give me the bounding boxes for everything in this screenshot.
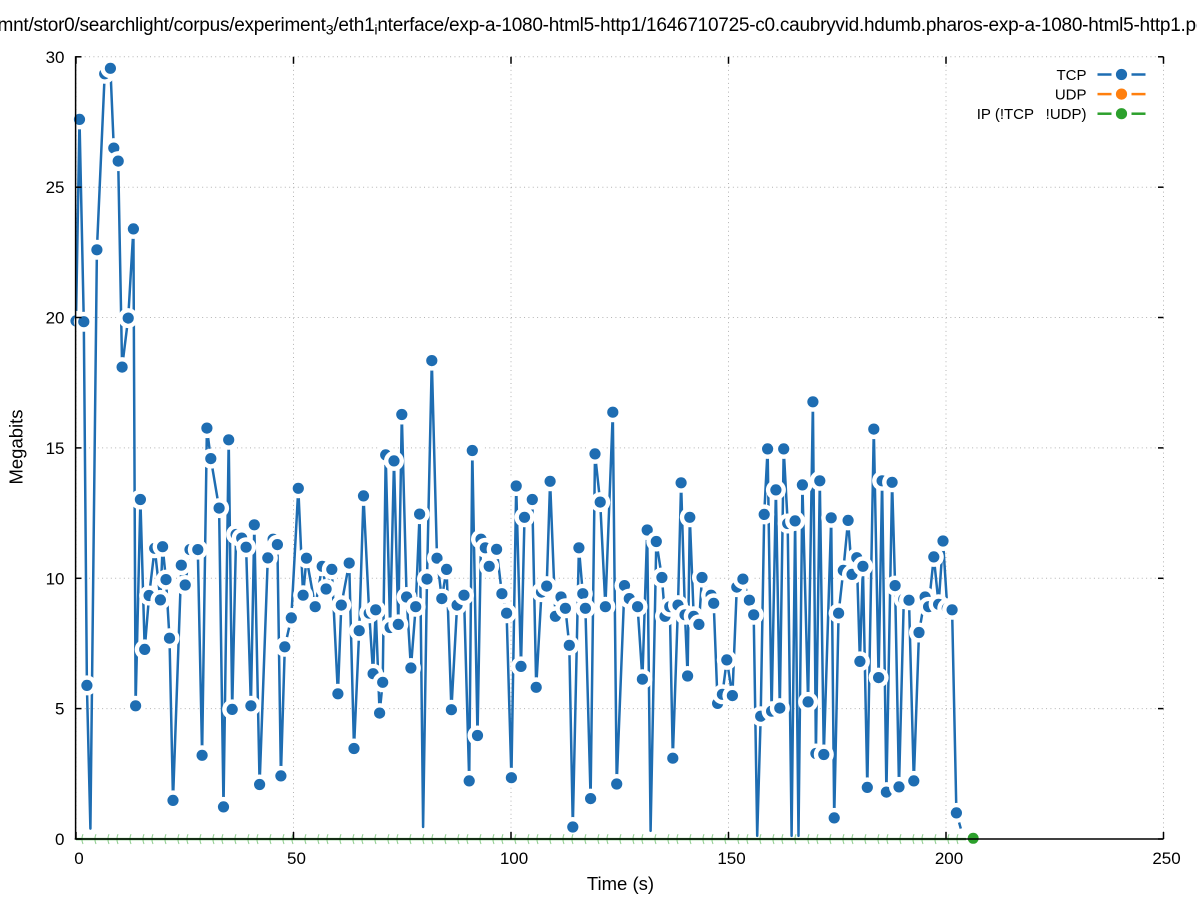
svg-text:0: 0 — [74, 849, 83, 868]
svg-text:20: 20 — [46, 309, 65, 328]
svg-text:150: 150 — [717, 849, 745, 868]
svg-text:Time (s): Time (s) — [587, 873, 654, 894]
svg-text:30: 30 — [46, 48, 65, 67]
svg-text:TCP: TCP — [1057, 67, 1087, 84]
svg-text:Megabits: Megabits — [6, 409, 27, 484]
svg-text:0: 0 — [55, 830, 64, 849]
svg-text:50: 50 — [287, 849, 306, 868]
svg-text:250: 250 — [1152, 849, 1180, 868]
svg-text:200: 200 — [935, 849, 963, 868]
svg-text:15: 15 — [46, 439, 65, 458]
svg-text:UDP: UDP — [1055, 86, 1087, 103]
svg-text:10: 10 — [46, 569, 65, 588]
svg-text:100: 100 — [500, 849, 528, 868]
svg-text:IP (!TCP !UDP): IP (!TCP !UDP) — [977, 106, 1087, 123]
svg-text:25: 25 — [46, 178, 65, 197]
svg-text:5: 5 — [55, 700, 64, 719]
